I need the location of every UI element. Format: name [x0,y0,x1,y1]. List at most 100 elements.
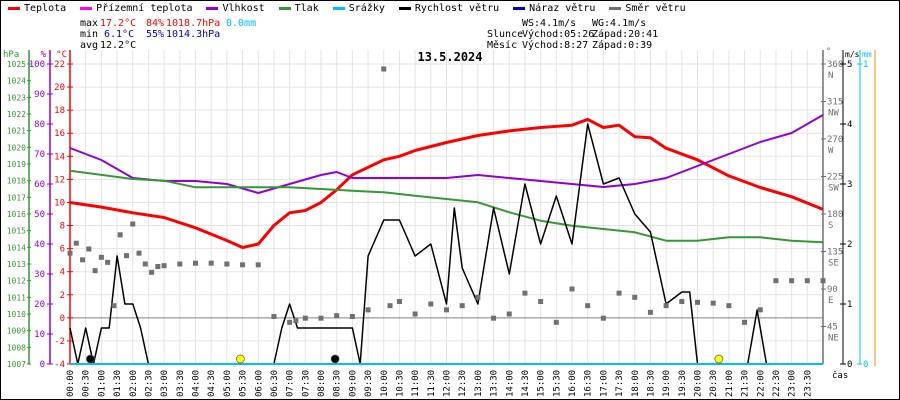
wind-direction-point [773,278,779,284]
humidity-tick-label: 70 [34,150,45,160]
wind-direction-point [459,303,465,309]
humidity-tick-label: 90 [34,90,45,100]
wind-direction-point [387,303,393,309]
direction-tick-label: 360 [827,60,843,70]
direction-compass-label: SW [828,184,839,194]
wind-direction-point [334,313,340,319]
legend-swatch [398,7,411,10]
pressure-tick-label: 1019 [7,160,26,169]
legend-label: Teplota [24,3,67,14]
x-tick-label: 21:30 [741,370,751,397]
temp-tick-label: 2 [60,291,65,301]
pressure-tick-label: 1010 [7,310,26,319]
moon-rise: Východ:8:27 [522,40,589,51]
rain-unit: mm [862,50,872,59]
temp-tick-label: 8 [60,222,65,232]
wind-direction-point [130,221,136,227]
wind-direction-point [73,240,79,246]
series-line-humidity [69,114,824,194]
wind-tick-label: 1 [847,300,852,310]
humidity-tick-label: 10 [34,330,45,340]
sun-rise: Východ:05:26 [522,29,595,40]
wind-direction-point [67,250,73,256]
direction-tick-label: 135 [827,248,843,258]
x-tick-label: 23:30 [803,370,813,397]
x-tick-label: 01:00 [97,370,107,397]
wind-direction-point [149,269,155,275]
x-tick-label: 17:30 [615,370,625,397]
moon-set: Západ:0:39 [592,40,653,51]
legend-label: Náraz větru [529,3,596,14]
direction-compass-label: NE [828,334,839,344]
wind-direction-point [820,278,826,284]
sun-label: Slunce [487,29,524,40]
stat-max-label: max [80,18,99,29]
stat-avg-temp: 12.2°C [100,40,137,51]
wind-tick-label: 2 [847,240,852,250]
stat-min-press: 1014.3hPa [166,29,221,40]
x-tick-label: 04:30 [207,370,217,397]
wind-tick-label: 5 [847,60,852,70]
direction-compass-label: SE [828,259,839,269]
wind-direction-point [444,307,449,313]
sunset-marker [714,354,724,364]
wind-direction-point [647,309,653,315]
direction-tick-label: 45 [827,323,838,333]
pressure-tick-label: 1008 [7,343,26,352]
legend-swatch [206,7,219,10]
humidity-tick-label: 20 [34,300,45,310]
wind-direction-point [177,261,183,267]
wind-direction-point [155,264,161,269]
legend-swatch [513,7,526,10]
stat-max-hum: 84% [146,18,165,29]
direction-compass-label: S [828,221,833,231]
legend-label: Tlak [294,3,319,14]
x-tick-label: 13:30 [490,370,500,397]
legend-label: Srážky [348,3,385,14]
legend-label: Přízemní teplota [96,3,193,14]
wind-direction-point [123,253,129,259]
legend-swatch [8,7,20,10]
humidity-unit: % [41,50,47,60]
x-tick-label: 09:00 [348,370,358,397]
stat-wg: WG:4.1m/s [592,18,647,29]
pressure-tick-label: 1016 [7,210,26,219]
direction-compass-label: E [828,296,833,306]
x-tick-label: 09:30 [364,370,374,397]
stat-min-temp: 6.1°C [104,29,135,40]
wind-direction-point [105,259,111,265]
wind-direction-point [271,314,277,319]
wind-direction-point [804,278,810,284]
pressure-tick-label: 1022 [7,110,26,119]
legend-item: Přízemní teplota [80,3,192,14]
legend-label: Vlhkost [222,3,265,14]
legend-swatch [332,7,345,10]
stat-min-hum: 55% [146,29,165,40]
temp-tick-label: 10 [54,198,65,208]
wind-direction-point [287,319,293,325]
legend-item: Teplota [8,3,66,14]
wind-direction-point [695,299,700,305]
stat-ws: WS:4.1m/s [522,18,577,29]
wind-direction-point [381,66,387,72]
x-tick-label: 18:30 [646,370,656,397]
x-tick-label: 22:30 [772,370,782,397]
wind-direction-point [161,263,167,269]
legend-item: Náraz větru [513,3,595,14]
temp-tick-label: 18 [54,106,65,116]
direction-tick-label: 315 [827,98,843,108]
wind-direction-point [789,278,795,284]
humidity-tick-label: 50 [34,210,45,220]
x-tick-label: 02:30 [144,370,154,397]
x-tick-label: 15:00 [537,370,547,397]
direction-unit: ° [826,47,831,57]
wind-direction-point [663,303,669,309]
wind-direction-point [412,311,418,317]
wind-direction-point [111,303,117,309]
wind-direction-point [208,260,214,266]
wind-direction-point [92,268,98,274]
pressure-tick-label: 1013 [7,260,26,269]
pressure-tick-label: 1020 [7,143,26,152]
wind-direction-point [396,299,402,304]
humidity-tick-label: 40 [34,240,45,250]
